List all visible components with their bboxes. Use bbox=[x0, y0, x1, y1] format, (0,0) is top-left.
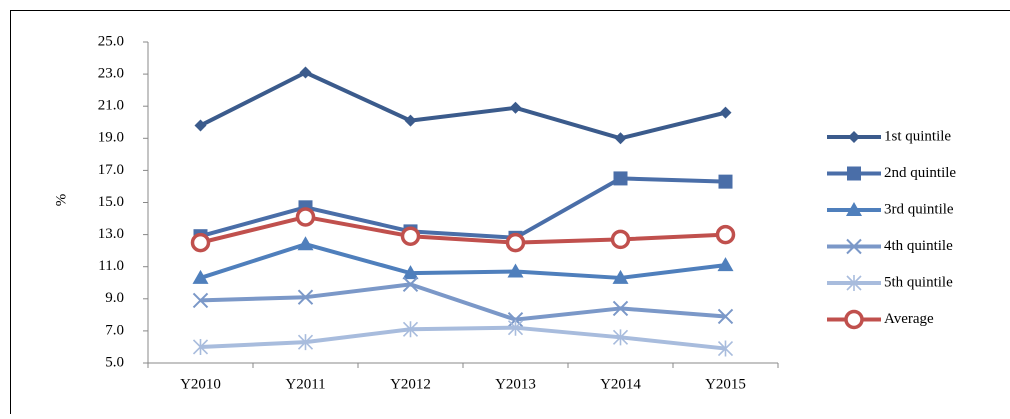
legend-marker bbox=[846, 312, 862, 328]
y-tick-label: 11.0 bbox=[98, 258, 124, 274]
legend-label: 3rd quintile bbox=[884, 201, 954, 217]
chart-frame bbox=[11, 11, 1010, 415]
data-point bbox=[615, 132, 627, 144]
data-point bbox=[298, 236, 314, 250]
y-axis-label: % bbox=[53, 194, 69, 207]
legend-label: 1st quintile bbox=[884, 128, 951, 144]
y-tick-label: 19.0 bbox=[98, 130, 124, 146]
legend-label: 2nd quintile bbox=[884, 165, 956, 181]
data-point bbox=[405, 115, 417, 127]
data-point bbox=[720, 107, 732, 119]
x-tick-label: Y2011 bbox=[285, 376, 325, 392]
y-tick-label: 13.0 bbox=[98, 226, 124, 242]
series-line bbox=[201, 72, 726, 138]
y-tick-label: 17.0 bbox=[98, 162, 124, 178]
legend-label: 4th quintile bbox=[884, 238, 953, 254]
x-tick-label: Y2014 bbox=[600, 376, 641, 392]
x-tick-label: Y2013 bbox=[495, 376, 536, 392]
series-line bbox=[201, 328, 726, 349]
data-point bbox=[193, 235, 209, 251]
data-point bbox=[613, 231, 629, 247]
data-point bbox=[614, 171, 628, 185]
legend-label: 5th quintile bbox=[884, 274, 953, 290]
series-line bbox=[201, 217, 726, 243]
y-tick-label: 21.0 bbox=[98, 98, 124, 114]
x-tick-label: Y2012 bbox=[390, 376, 431, 392]
data-point bbox=[403, 228, 419, 244]
x-tick-label: Y2010 bbox=[180, 376, 221, 392]
data-point bbox=[719, 175, 733, 189]
data-point bbox=[718, 227, 734, 243]
legend-marker bbox=[848, 131, 860, 143]
y-tick-label: 9.0 bbox=[105, 290, 124, 306]
x-tick-label: Y2015 bbox=[705, 376, 746, 392]
y-tick-label: 7.0 bbox=[105, 322, 124, 338]
series-line bbox=[201, 244, 726, 278]
y-tick-label: 15.0 bbox=[98, 194, 124, 210]
legend-marker bbox=[847, 167, 861, 181]
series-line bbox=[201, 178, 726, 237]
legend-label: Average bbox=[884, 311, 934, 327]
y-tick-label: 23.0 bbox=[98, 66, 124, 82]
data-point bbox=[298, 209, 314, 225]
data-point bbox=[510, 102, 522, 114]
y-tick-label: 5.0 bbox=[105, 354, 124, 370]
data-point bbox=[508, 235, 524, 251]
y-tick-label: 25.0 bbox=[98, 33, 124, 49]
series-line bbox=[201, 284, 726, 319]
